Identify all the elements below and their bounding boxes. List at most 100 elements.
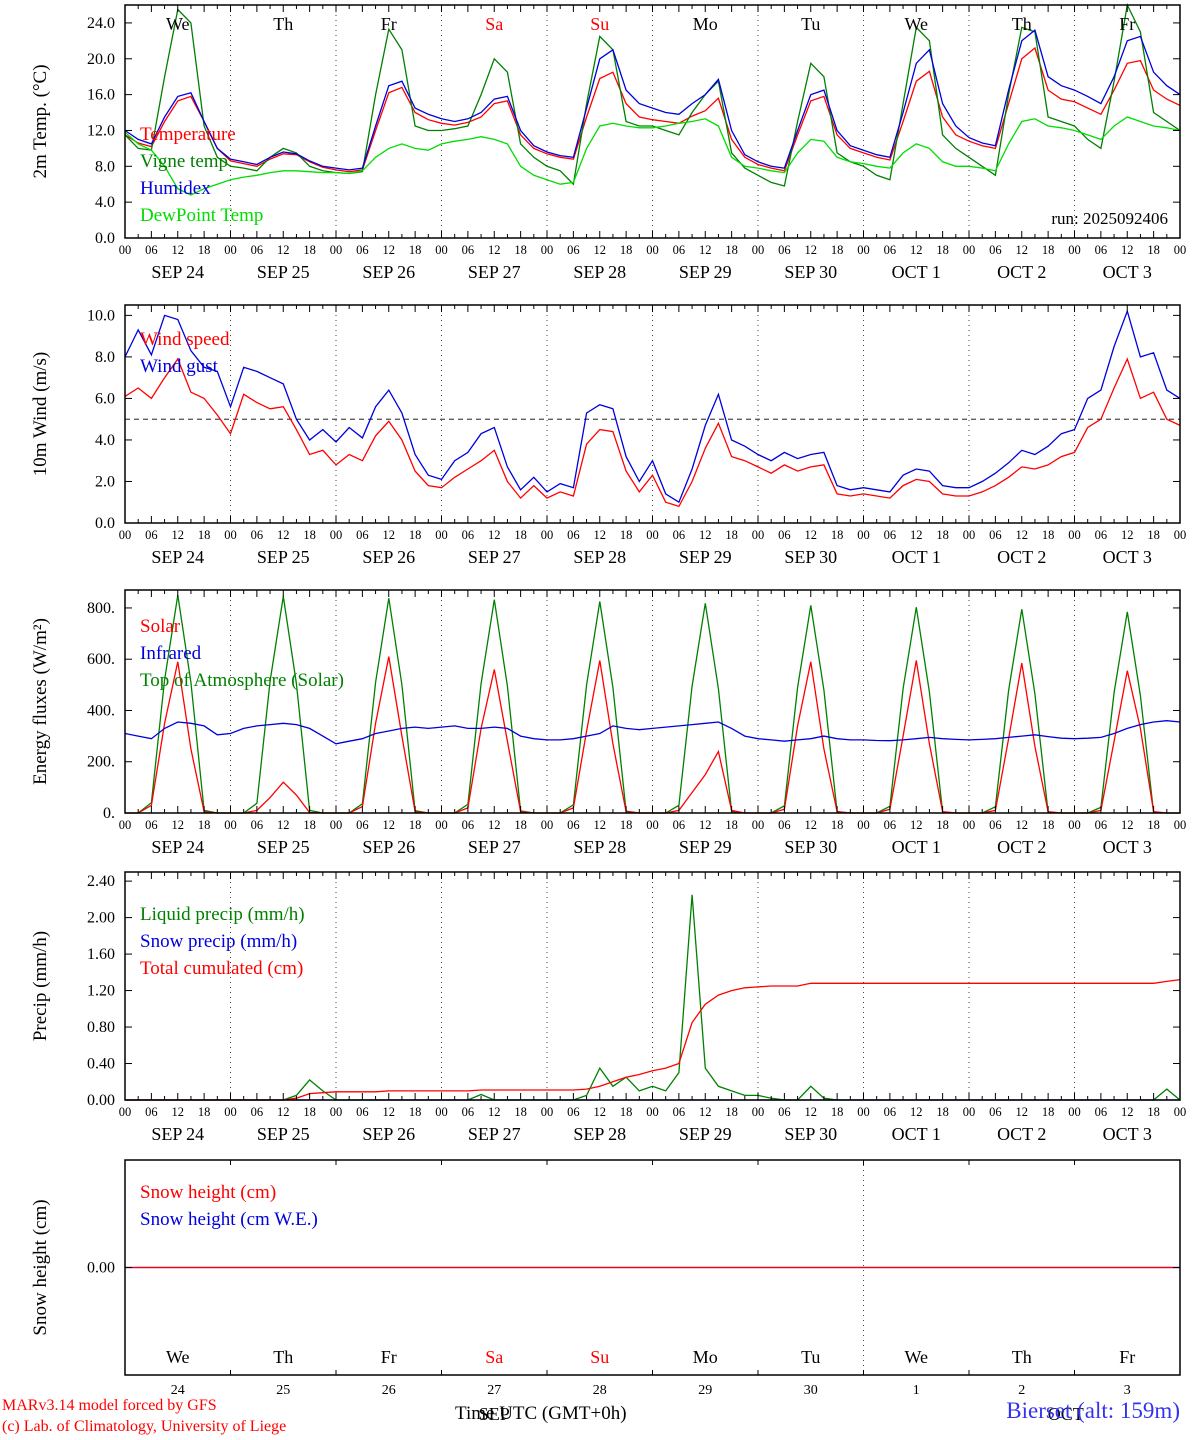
svg-text:Mo: Mo [693,1347,718,1367]
series-infrared [124,720,1181,745]
svg-text:12: 12 [488,818,501,832]
svg-text:00: 00 [224,1105,237,1119]
svg-text:1.20: 1.20 [87,983,115,1000]
svg-text:06: 06 [884,818,897,832]
svg-text:Fr: Fr [381,1347,397,1367]
svg-text:00: 00 [119,243,132,257]
svg-text:12: 12 [488,243,501,257]
svg-text:24: 24 [171,1383,185,1398]
svg-text:18: 18 [1147,818,1160,832]
svg-text:00: 00 [963,1105,976,1119]
svg-text:SEP 26: SEP 26 [362,547,415,567]
svg-text:00: 00 [541,818,554,832]
svg-text:SEP 25: SEP 25 [257,547,310,567]
wind-panel: 00 06 12 18 00 06 12 18 00 06 12 18 00 06 12 18 00 06 12 18… [30,304,1187,567]
svg-text:0.0: 0.0 [95,515,115,532]
svg-text:00: 00 [435,818,448,832]
svg-text:12: 12 [594,528,607,542]
svg-text:06: 06 [145,818,158,832]
series-total-cumulated [125,978,1181,1101]
svg-text:12: 12 [488,528,501,542]
svg-text:00: 00 [330,528,343,542]
svg-text:06: 06 [462,1105,475,1119]
series-humidex [124,28,1181,171]
svg-text:0.: 0. [103,805,115,822]
svg-text:18: 18 [198,528,211,542]
svg-text:06: 06 [989,528,1002,542]
svg-text:SEP 27: SEP 27 [468,837,521,857]
svg-text:29: 29 [698,1383,712,1398]
svg-text:200.: 200. [87,754,115,771]
svg-text:00: 00 [963,243,976,257]
svg-text:00: 00 [752,818,765,832]
svg-text:06: 06 [1095,528,1108,542]
svg-text:OCT 3: OCT 3 [1103,1124,1152,1144]
svg-text:We: We [166,1347,190,1367]
svg-text:12: 12 [699,243,712,257]
svg-text:12: 12 [277,1105,290,1119]
svg-text:00: 00 [119,528,132,542]
svg-text:06: 06 [1095,818,1108,832]
svg-text:Energy fluxes (W/m²): Energy fluxes (W/m²) [30,618,51,785]
svg-text:06: 06 [673,1105,686,1119]
svg-text:12: 12 [172,1105,185,1119]
svg-text:06: 06 [989,243,1002,257]
svg-text:00: 00 [435,243,448,257]
svg-text:12: 12 [805,243,818,257]
svg-text:18: 18 [303,818,316,832]
station-label: Bierset (alt: 159m) [1006,1398,1180,1423]
svg-text:00: 00 [1174,1105,1187,1119]
svg-text:SEP 26: SEP 26 [362,1124,415,1144]
svg-text:18: 18 [831,818,844,832]
svg-text:12: 12 [172,818,185,832]
svg-text:SEP 28: SEP 28 [573,262,626,282]
svg-text:OCT 1: OCT 1 [892,262,941,282]
svg-text:00: 00 [541,1105,554,1119]
legend-infrared: Infrared [140,643,202,664]
model-credit-line1: MARv3.14 model forced by GFS [2,1397,217,1414]
svg-text:00: 00 [541,528,554,542]
svg-text:06: 06 [145,1105,158,1119]
svg-text:0.00: 0.00 [87,1092,115,1109]
svg-text:SEP 30: SEP 30 [784,837,837,857]
svg-text:SEP 24: SEP 24 [151,837,204,857]
svg-text:Precip (mm/h): Precip (mm/h) [30,931,51,1041]
svg-text:00: 00 [646,243,659,257]
svg-text:06: 06 [989,818,1002,832]
svg-text:12: 12 [910,1105,923,1119]
svg-text:12: 12 [172,528,185,542]
series-temperature [124,46,1181,173]
svg-text:Fr: Fr [1119,1347,1135,1367]
svg-text:Su: Su [590,1347,609,1367]
svg-text:00: 00 [330,818,343,832]
svg-text:00: 00 [1174,243,1187,257]
svg-text:00: 00 [752,528,765,542]
svg-text:00: 00 [1174,528,1187,542]
svg-text:12: 12 [1121,243,1134,257]
svg-text:Su: Su [590,14,609,34]
svg-text:00: 00 [857,243,870,257]
svg-text:00: 00 [1068,243,1081,257]
svg-text:00: 00 [330,1105,343,1119]
svg-text:06: 06 [778,528,791,542]
svg-text:12: 12 [172,243,185,257]
svg-text:12: 12 [488,1105,501,1119]
svg-text:12: 12 [805,528,818,542]
svg-text:00: 00 [224,528,237,542]
svg-text:00: 00 [646,528,659,542]
svg-text:Fr: Fr [1119,14,1135,34]
svg-text:4.0: 4.0 [95,194,115,211]
series-wind-gust [124,309,1181,504]
svg-text:24.0: 24.0 [87,15,115,32]
svg-text:Tu: Tu [801,14,820,34]
svg-text:2.0: 2.0 [95,473,115,490]
svg-text:12: 12 [699,528,712,542]
svg-text:00: 00 [435,1105,448,1119]
svg-text:12: 12 [1016,528,1029,542]
svg-text:00: 00 [752,1105,765,1119]
svg-text:30: 30 [804,1383,818,1398]
svg-text:06: 06 [251,818,264,832]
svg-text:SEP 24: SEP 24 [151,547,204,567]
svg-text:00: 00 [646,818,659,832]
svg-text:SEP 29: SEP 29 [679,1124,732,1144]
